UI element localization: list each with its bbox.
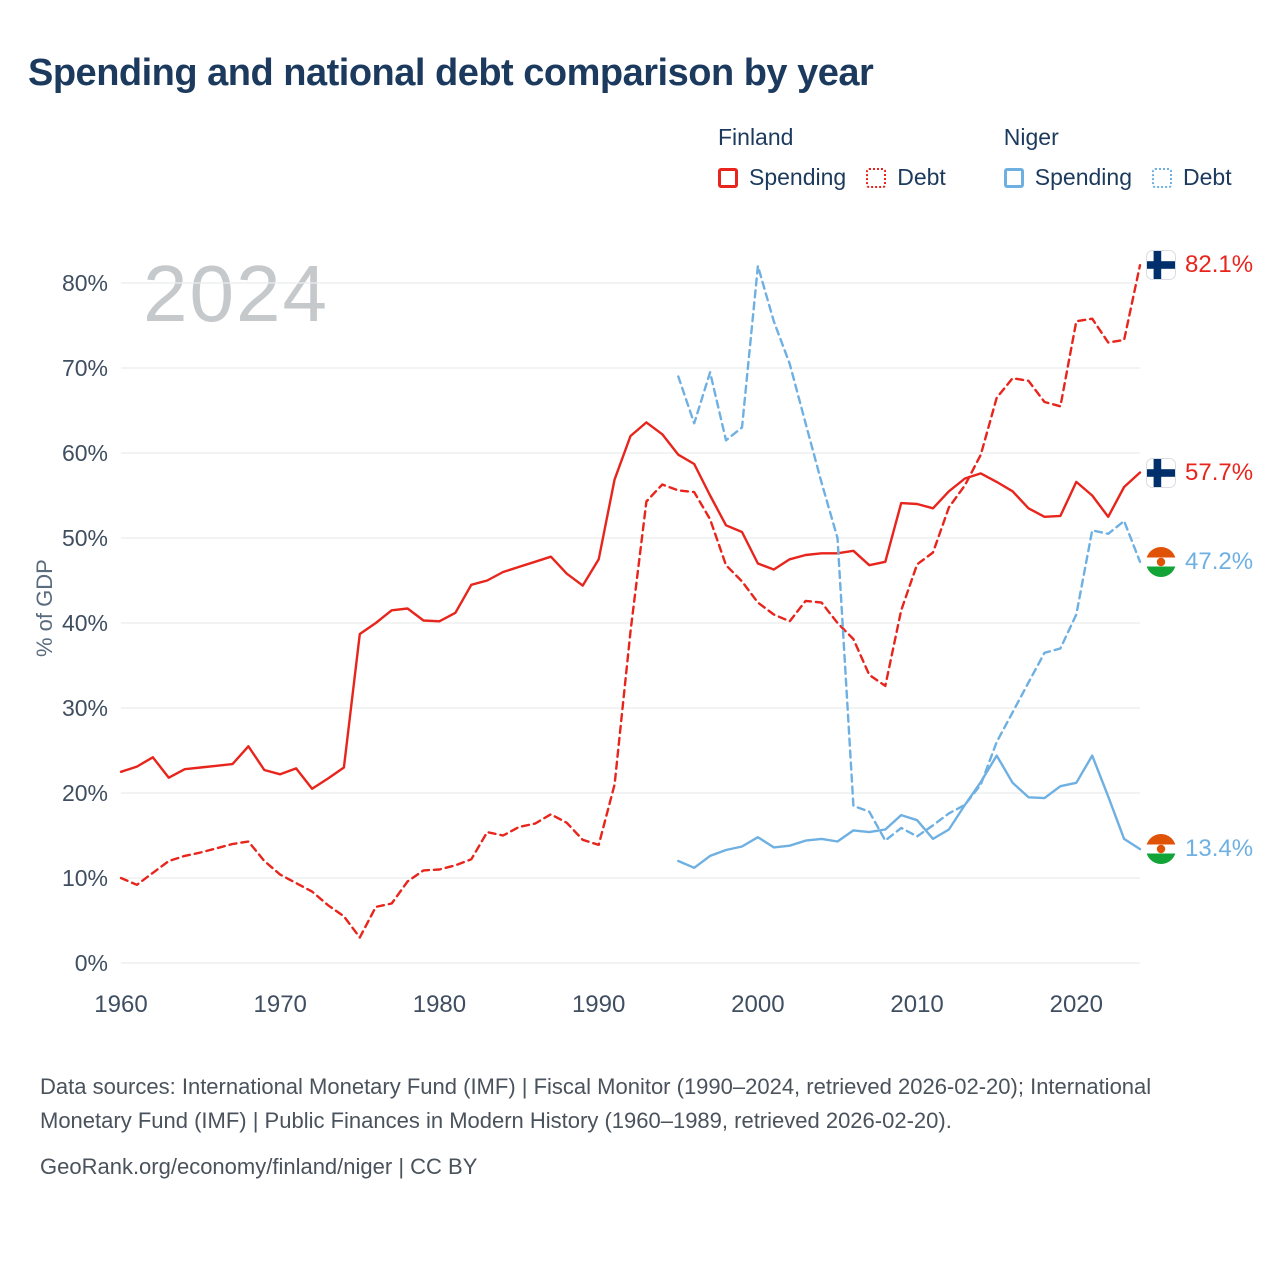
end-value-niger-spending: 13.4% [1185,835,1254,862]
legend-item-label: Spending [749,164,847,190]
x-axis-tick-label: 1990 [572,991,625,1018]
legend-item-label: Debt [897,164,946,190]
end-label-finland-debt: 82.1% [1146,250,1253,280]
legend-item-finland-spending[interactable]: Spending [718,164,846,191]
end-label-niger-spending: 13.4% [1146,834,1253,864]
x-axis-tick-label: 2020 [1050,991,1103,1018]
chart-legend: Finland Spending Debt Niger Spending [718,124,1232,191]
legend-item-finland-debt[interactable]: Debt [866,164,946,191]
y-axis-tick-label: 30% [62,695,108,721]
finland-flag-icon [1146,250,1176,280]
watermark-year: 2024 [143,249,329,338]
series-line-niger-spending [677,754,1142,869]
series-line-finland-spending [119,421,1142,790]
legend-items-finland: Spending Debt [718,164,946,191]
x-axis-tick-label: 1970 [254,991,307,1018]
niger-flag-icon [1146,547,1176,577]
legend-item-niger-debt[interactable]: Debt [1152,164,1232,191]
legend-item-niger-spending[interactable]: Spending [1003,164,1132,191]
legend-item-label: Spending [1034,164,1132,190]
end-label-niger-debt: 47.2% [1146,547,1253,577]
y-axis-tick-label: 80% [62,270,108,296]
legend-group-title-niger: Niger [1003,124,1059,150]
niger-flag-icon [1146,834,1176,864]
x-axis-tick-label: 1980 [413,991,466,1018]
attribution-text: GeoRank.org/economy/finland/niger | CC B… [40,1154,478,1180]
finland-flag-icon [1146,458,1176,488]
y-axis-tick-label: 10% [62,865,108,891]
legend-group-niger: Niger Spending Debt [1003,124,1232,191]
y-axis-tick-label: 50% [62,525,108,551]
y-axis-tick-label: 20% [62,780,108,806]
x-axis-tick-label: 2000 [731,991,784,1018]
finland-spending-swatch-icon [718,167,738,188]
legend-items-niger: Spending Debt [1003,164,1232,191]
y-axis-tick-label: 40% [62,610,108,636]
legend-group-finland: Finland Spending Debt [718,124,946,191]
data-sources-text: Data sources: International Monetary Fun… [40,1074,1152,1134]
footer: Data sources: International Monetary Fun… [40,1070,1245,1184]
page-title: Spending and national debt comparison by… [28,52,874,94]
series-line-finland-debt [119,264,1142,939]
end-value-finland-debt: 82.1% [1185,251,1254,278]
x-axis-tick-label: 1960 [94,991,147,1018]
legend-item-label: Debt [1183,164,1232,190]
legend-group-title-finland: Finland [718,124,794,150]
end-value-finland-spending: 57.7% [1185,459,1254,486]
end-label-finland-spending: 57.7% [1146,458,1253,488]
y-axis-tick-label: 70% [62,355,108,381]
x-axis-tick-label: 2010 [890,991,943,1018]
y-axis-tick-label: 0% [75,950,108,976]
series-line-niger-debt [677,264,1142,842]
y-axis-tick-label: 60% [62,440,108,466]
niger-spending-swatch-icon [1003,167,1024,188]
finland-debt-swatch-icon [866,167,887,188]
niger-debt-swatch-icon [1152,167,1172,188]
line-chart: 0% 10% 20% 30% 40% 50% 60% 70% 80% 1960 1970 1980 19… [62,264,1142,1018]
end-value-niger-debt: 47.2% [1185,548,1254,575]
